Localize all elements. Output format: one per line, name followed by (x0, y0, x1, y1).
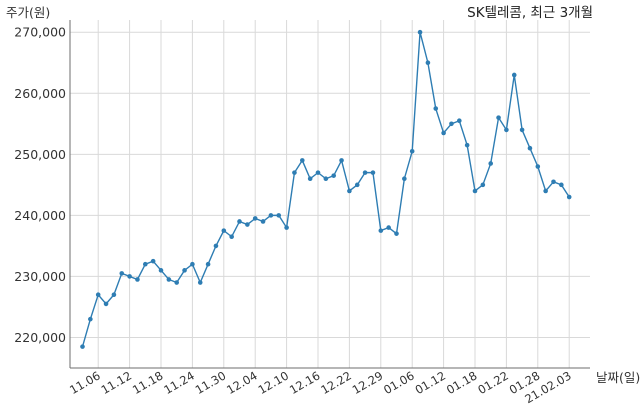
data-point (268, 213, 274, 218)
data-point (488, 161, 494, 166)
x-tick-label: 12.04 (224, 368, 260, 397)
data-point (331, 173, 337, 178)
data-point (135, 277, 140, 282)
data-point (190, 261, 195, 267)
data-point (260, 219, 266, 224)
x-tick-label: 11.12 (99, 368, 135, 397)
x-tick-label: 11.30 (193, 368, 229, 397)
data-point (535, 164, 541, 169)
data-point (166, 277, 172, 282)
data-point (378, 228, 384, 233)
data-point (457, 118, 462, 124)
data-point (103, 301, 109, 307)
chart-title: SK텔레콤, 최근 3개월 (467, 5, 593, 21)
data-point (543, 188, 548, 194)
data-point (386, 225, 391, 230)
data-point (433, 106, 439, 111)
x-tick-label: 12.22 (318, 368, 354, 397)
data-point (150, 258, 156, 264)
data-point (449, 121, 454, 127)
data-point (441, 130, 446, 136)
data-point (417, 29, 423, 35)
x-tick-labels: 11.0611.1211.1811.2411.3012.0412.1012.16… (67, 368, 574, 406)
data-point (276, 213, 282, 218)
x-tick-label: 12.10 (256, 368, 292, 397)
data-point (323, 176, 329, 182)
y-tick-label: 230,000 (14, 269, 66, 284)
data-point (551, 179, 556, 185)
y-tick-label: 260,000 (14, 86, 66, 101)
y-tick-label: 240,000 (14, 208, 66, 223)
data-point (480, 182, 486, 188)
data-point (402, 176, 407, 182)
series-line (81, 32, 570, 347)
data-point (394, 231, 399, 236)
data-point (174, 280, 179, 285)
data-point (252, 216, 258, 221)
data-point (119, 271, 125, 276)
y-tick-label: 220,000 (14, 330, 66, 345)
data-point (511, 72, 517, 78)
data-point (566, 194, 572, 200)
data-point (370, 170, 376, 175)
data-point (127, 274, 132, 279)
data-point (519, 127, 525, 133)
y-tick-labels: 220,000 230,000 240,000 250,000 260,000 270,0… (14, 25, 66, 345)
data-point (472, 188, 478, 194)
data-point (496, 115, 501, 120)
data-point (88, 316, 93, 322)
axes (69, 20, 590, 369)
data-point (409, 148, 415, 154)
data-point (339, 158, 344, 163)
x-tick-label: 11.24 (161, 368, 197, 397)
data-point (205, 261, 211, 267)
data-point (354, 182, 360, 188)
data-point (464, 142, 470, 148)
grid (70, 20, 590, 368)
x-tick-label: 01.18 (444, 368, 480, 397)
x-tick-label: 01.06 (381, 368, 417, 397)
data-point (221, 228, 227, 233)
data-point (197, 280, 203, 285)
data-point (80, 344, 85, 349)
y-tick-label: 270,000 (14, 25, 66, 40)
data-point (182, 268, 187, 273)
data-point (307, 176, 313, 182)
data-point (292, 170, 297, 175)
data-point (425, 60, 431, 66)
x-axis-title: 날짜(일) (596, 370, 640, 385)
data-point (315, 170, 321, 175)
x-tick-label: 01.12 (413, 368, 449, 397)
data-point (504, 127, 509, 133)
data-point (229, 234, 234, 240)
data-point (559, 182, 564, 188)
data-point (213, 243, 219, 249)
x-tick-label: 12.29 (350, 368, 386, 397)
y-axis-title: 주가(원) (6, 5, 50, 20)
data-point (284, 225, 289, 230)
data-point (143, 261, 148, 267)
data-point (245, 222, 250, 227)
data-point (95, 292, 101, 298)
data-point (237, 219, 242, 224)
data-point (347, 188, 352, 194)
x-tick-label: 12.16 (287, 368, 323, 397)
data-point (111, 292, 117, 298)
data-point (362, 170, 368, 175)
data-point (300, 158, 305, 163)
series (80, 29, 572, 349)
x-tick-label: 11.06 (67, 368, 103, 397)
data-point (527, 145, 533, 151)
y-tick-label: 250,000 (14, 147, 66, 162)
x-tick-label: 11.18 (130, 368, 166, 397)
data-point (158, 268, 164, 273)
x-tick-label: 01.22 (475, 368, 511, 397)
